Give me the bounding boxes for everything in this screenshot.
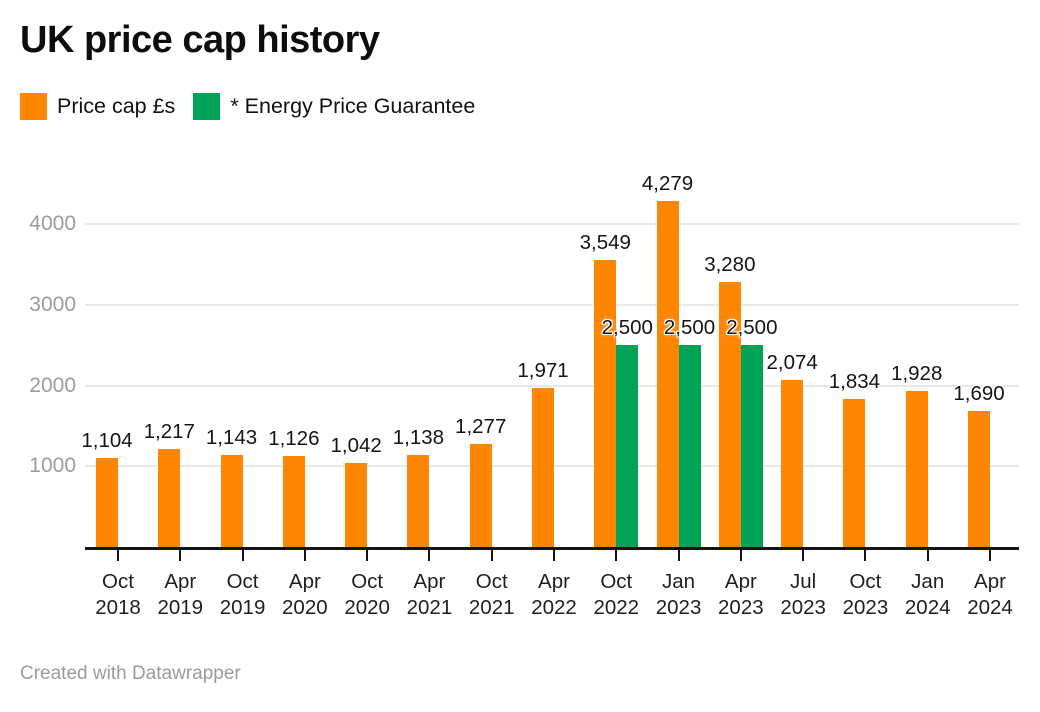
y-axis-tick-label: 3000 — [29, 292, 76, 316]
x-axis-label: Oct 2020 — [344, 570, 390, 619]
x-axis-tick — [926, 550, 929, 561]
bar-value-label: 1,143 — [205, 425, 258, 449]
x-axis-tick — [989, 550, 991, 561]
legend-label-epg: * Energy Price Guarantee — [230, 94, 476, 118]
bar-value-label: 1,042 — [330, 433, 382, 457]
bar-value-label: 1,104 — [81, 428, 133, 452]
x-axis-label: Oct 2023 — [842, 570, 889, 619]
legend-item-epg: * Energy Price Guarantee — [193, 93, 475, 120]
y-axis-tick-label: 2000 — [29, 373, 76, 397]
bar-price-cap-apr-2021[interactable] — [407, 455, 430, 547]
bar-price-cap-apr-2019[interactable] — [158, 448, 181, 547]
x-axis-label: Jul 2023 — [780, 570, 826, 619]
bar-value-label: 2,500 — [601, 316, 653, 340]
bar-price-cap-oct-2019[interactable] — [220, 454, 243, 547]
x-axis-tick — [677, 550, 680, 561]
grid-line — [85, 223, 1019, 225]
epg-swatch-icon — [193, 93, 221, 120]
x-axis-tick — [802, 550, 805, 561]
x-axis-label: Oct 2019 — [219, 570, 266, 619]
bar-value-label: 2,500 — [726, 316, 778, 340]
x-axis-label: Oct 2018 — [95, 570, 141, 619]
y-axis-tick-label: 1000 — [29, 454, 76, 478]
bar-epg-apr-2023[interactable] — [740, 345, 763, 547]
bar-price-cap-apr-2022[interactable] — [532, 387, 554, 547]
x-axis-tick — [241, 550, 244, 561]
bar-value-label: 2,500 — [663, 316, 716, 340]
x-axis-tick — [615, 550, 618, 561]
bar-value-label: 1,971 — [517, 358, 569, 382]
bar-price-cap-oct-2020[interactable] — [345, 462, 368, 547]
x-axis-label: Jan 2024 — [904, 570, 951, 619]
grid-line — [85, 384, 1019, 387]
x-axis-label: Apr 2024 — [967, 570, 1013, 619]
bar-value-label: 3,280 — [704, 253, 756, 277]
x-axis-label: Oct 2022 — [593, 570, 640, 619]
bar-price-cap-jan-2023[interactable] — [656, 201, 679, 547]
attribution: Created with Datawrapper — [20, 663, 241, 684]
bar-value-label: 2,074 — [766, 350, 818, 374]
grid-line — [85, 303, 1019, 306]
bar-price-cap-apr-2020[interactable] — [282, 456, 305, 547]
bar-value-label: 1,834 — [828, 369, 881, 393]
x-axis-label: Apr 2023 — [718, 570, 764, 619]
legend: Price cap £s * Energy Price Guarantee — [20, 93, 475, 120]
x-axis-tick — [428, 550, 431, 561]
x-axis-tick — [366, 550, 369, 561]
bar-epg-oct-2022[interactable] — [616, 345, 639, 547]
bar-price-cap-jul-2023[interactable] — [781, 379, 804, 547]
x-axis-label: Apr 2019 — [157, 570, 204, 619]
bar-value-label: 1,126 — [268, 427, 320, 451]
x-axis-tick — [739, 550, 742, 561]
bar-price-cap-oct-2022[interactable] — [594, 260, 617, 547]
x-axis-tick — [864, 550, 867, 561]
price-cap-swatch-icon — [20, 93, 47, 120]
legend-item-price-cap: Price cap £s — [20, 93, 175, 120]
bar-epg-jan-2023[interactable] — [678, 345, 701, 547]
bar-price-cap-jan-2024[interactable] — [905, 391, 928, 547]
bar-price-cap-oct-2021[interactable] — [469, 443, 492, 547]
x-axis-tick — [117, 550, 119, 561]
x-axis-label: Apr 2020 — [282, 570, 328, 619]
x-axis-label: Oct 2021 — [468, 570, 515, 619]
x-axis-tick — [553, 550, 555, 561]
bar-value-label: 1,217 — [143, 419, 195, 443]
x-axis-tick — [303, 550, 306, 561]
bar-price-cap-oct-2023[interactable] — [843, 398, 866, 547]
bar-value-label: 3,549 — [579, 231, 631, 255]
bar-price-cap-apr-2023[interactable] — [718, 282, 741, 547]
bar-price-cap-apr-2024[interactable] — [968, 410, 990, 547]
x-axis-label: Apr 2022 — [531, 570, 577, 619]
bar-value-label: 1,138 — [392, 426, 445, 450]
bar-price-cap-oct-2018[interactable] — [96, 457, 118, 547]
x-axis-label: Apr 2021 — [406, 570, 453, 619]
x-axis-tick — [490, 550, 493, 561]
x-axis-tick — [179, 550, 182, 561]
x-axis-label: Jan 2023 — [655, 570, 702, 619]
legend-label-price-cap: Price cap £s — [57, 94, 176, 118]
x-axis-line — [85, 547, 1019, 550]
y-axis-tick-label: 4000 — [29, 212, 76, 235]
bar-value-label: 1,277 — [455, 414, 507, 438]
bar-value-label: 4,279 — [641, 172, 694, 196]
chart-title: UK price cap history — [20, 19, 380, 61]
bar-value-label: 1,928 — [891, 362, 943, 386]
bar-value-label: 1,690 — [953, 381, 1005, 405]
